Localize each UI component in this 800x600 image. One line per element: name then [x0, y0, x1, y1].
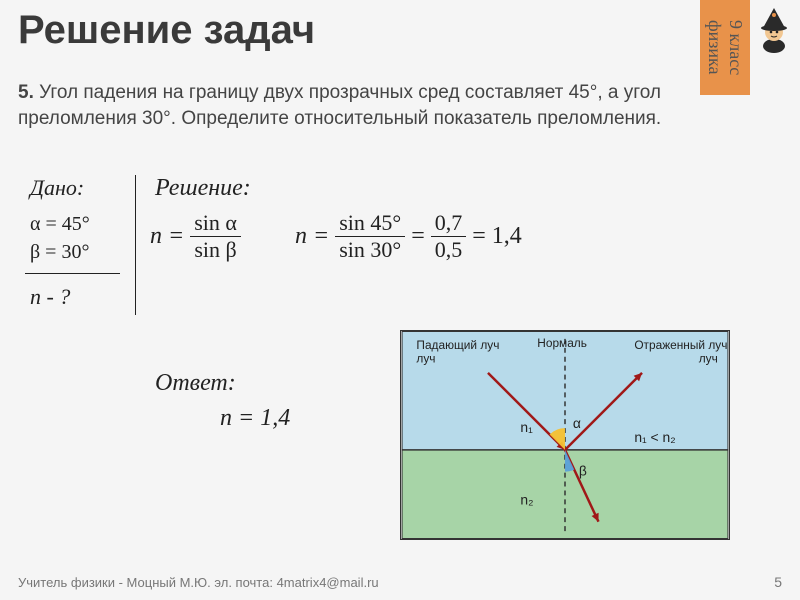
- formula-symbolic: n = sin α sin β: [150, 210, 241, 263]
- svg-text:луч: луч: [416, 352, 435, 366]
- svg-text:α: α: [573, 415, 581, 431]
- formula2-lhs: n =: [295, 223, 329, 249]
- svg-text:Падающий луч: Падающий луч: [416, 338, 499, 352]
- frac-den: sin β: [190, 237, 241, 263]
- given-data: α = 45° β = 30°: [30, 210, 90, 266]
- page-title: Решение задач: [18, 8, 315, 53]
- svg-text:n₁: n₁: [520, 419, 533, 435]
- formula-numeric: n = sin 45° sin 30° = 0,7 0,5 = 1,4: [295, 210, 522, 263]
- svg-text:n₂: n₂: [520, 491, 533, 507]
- refraction-diagram: Падающий лучНормальОтраженный лучлучлучn…: [400, 330, 730, 540]
- wizard-icon: [754, 2, 794, 54]
- fraction-symbolic: sin α sin β: [190, 210, 241, 263]
- answer-value: n = 1,4: [220, 405, 290, 432]
- formula-lhs: n =: [150, 223, 184, 249]
- frac2-den: sin 30°: [335, 237, 405, 263]
- given-label: Дано:: [30, 175, 84, 201]
- svg-text:β: β: [579, 463, 587, 479]
- footer-text: Учитель физики - Моцный М.Ю. эл. почта: …: [18, 575, 379, 590]
- given-alpha: α = 45°: [30, 210, 90, 238]
- result: = 1,4: [472, 223, 522, 249]
- svg-text:Отраженный луч: Отраженный луч: [634, 338, 727, 352]
- solution-label: Решение:: [155, 175, 251, 202]
- problem-text: 5. Угол падения на границу двух прозрачн…: [18, 80, 780, 131]
- frac3-den: 0,5: [431, 237, 467, 263]
- problem-number: 5.: [18, 82, 34, 103]
- svg-text:n₁ < n₂: n₁ < n₂: [634, 429, 675, 445]
- given-separator: [25, 273, 120, 274]
- frac2-num: sin 45°: [335, 210, 405, 237]
- given-question: n - ?: [30, 284, 70, 310]
- answer-label: Ответ:: [155, 370, 236, 397]
- svg-text:Нормаль: Нормаль: [537, 336, 587, 350]
- given-beta: β = 30°: [30, 238, 90, 266]
- equals-1: =: [411, 223, 431, 249]
- fraction-degrees: sin 45° sin 30°: [335, 210, 405, 263]
- page-number: 5: [774, 574, 782, 590]
- frac3-num: 0,7: [431, 210, 467, 237]
- svg-text:луч: луч: [699, 352, 718, 366]
- frac-num: sin α: [190, 210, 241, 237]
- vertical-separator: [135, 175, 136, 315]
- fraction-decimal: 0,7 0,5: [431, 210, 467, 263]
- problem-body: Угол падения на границу двух прозрачных …: [18, 82, 661, 129]
